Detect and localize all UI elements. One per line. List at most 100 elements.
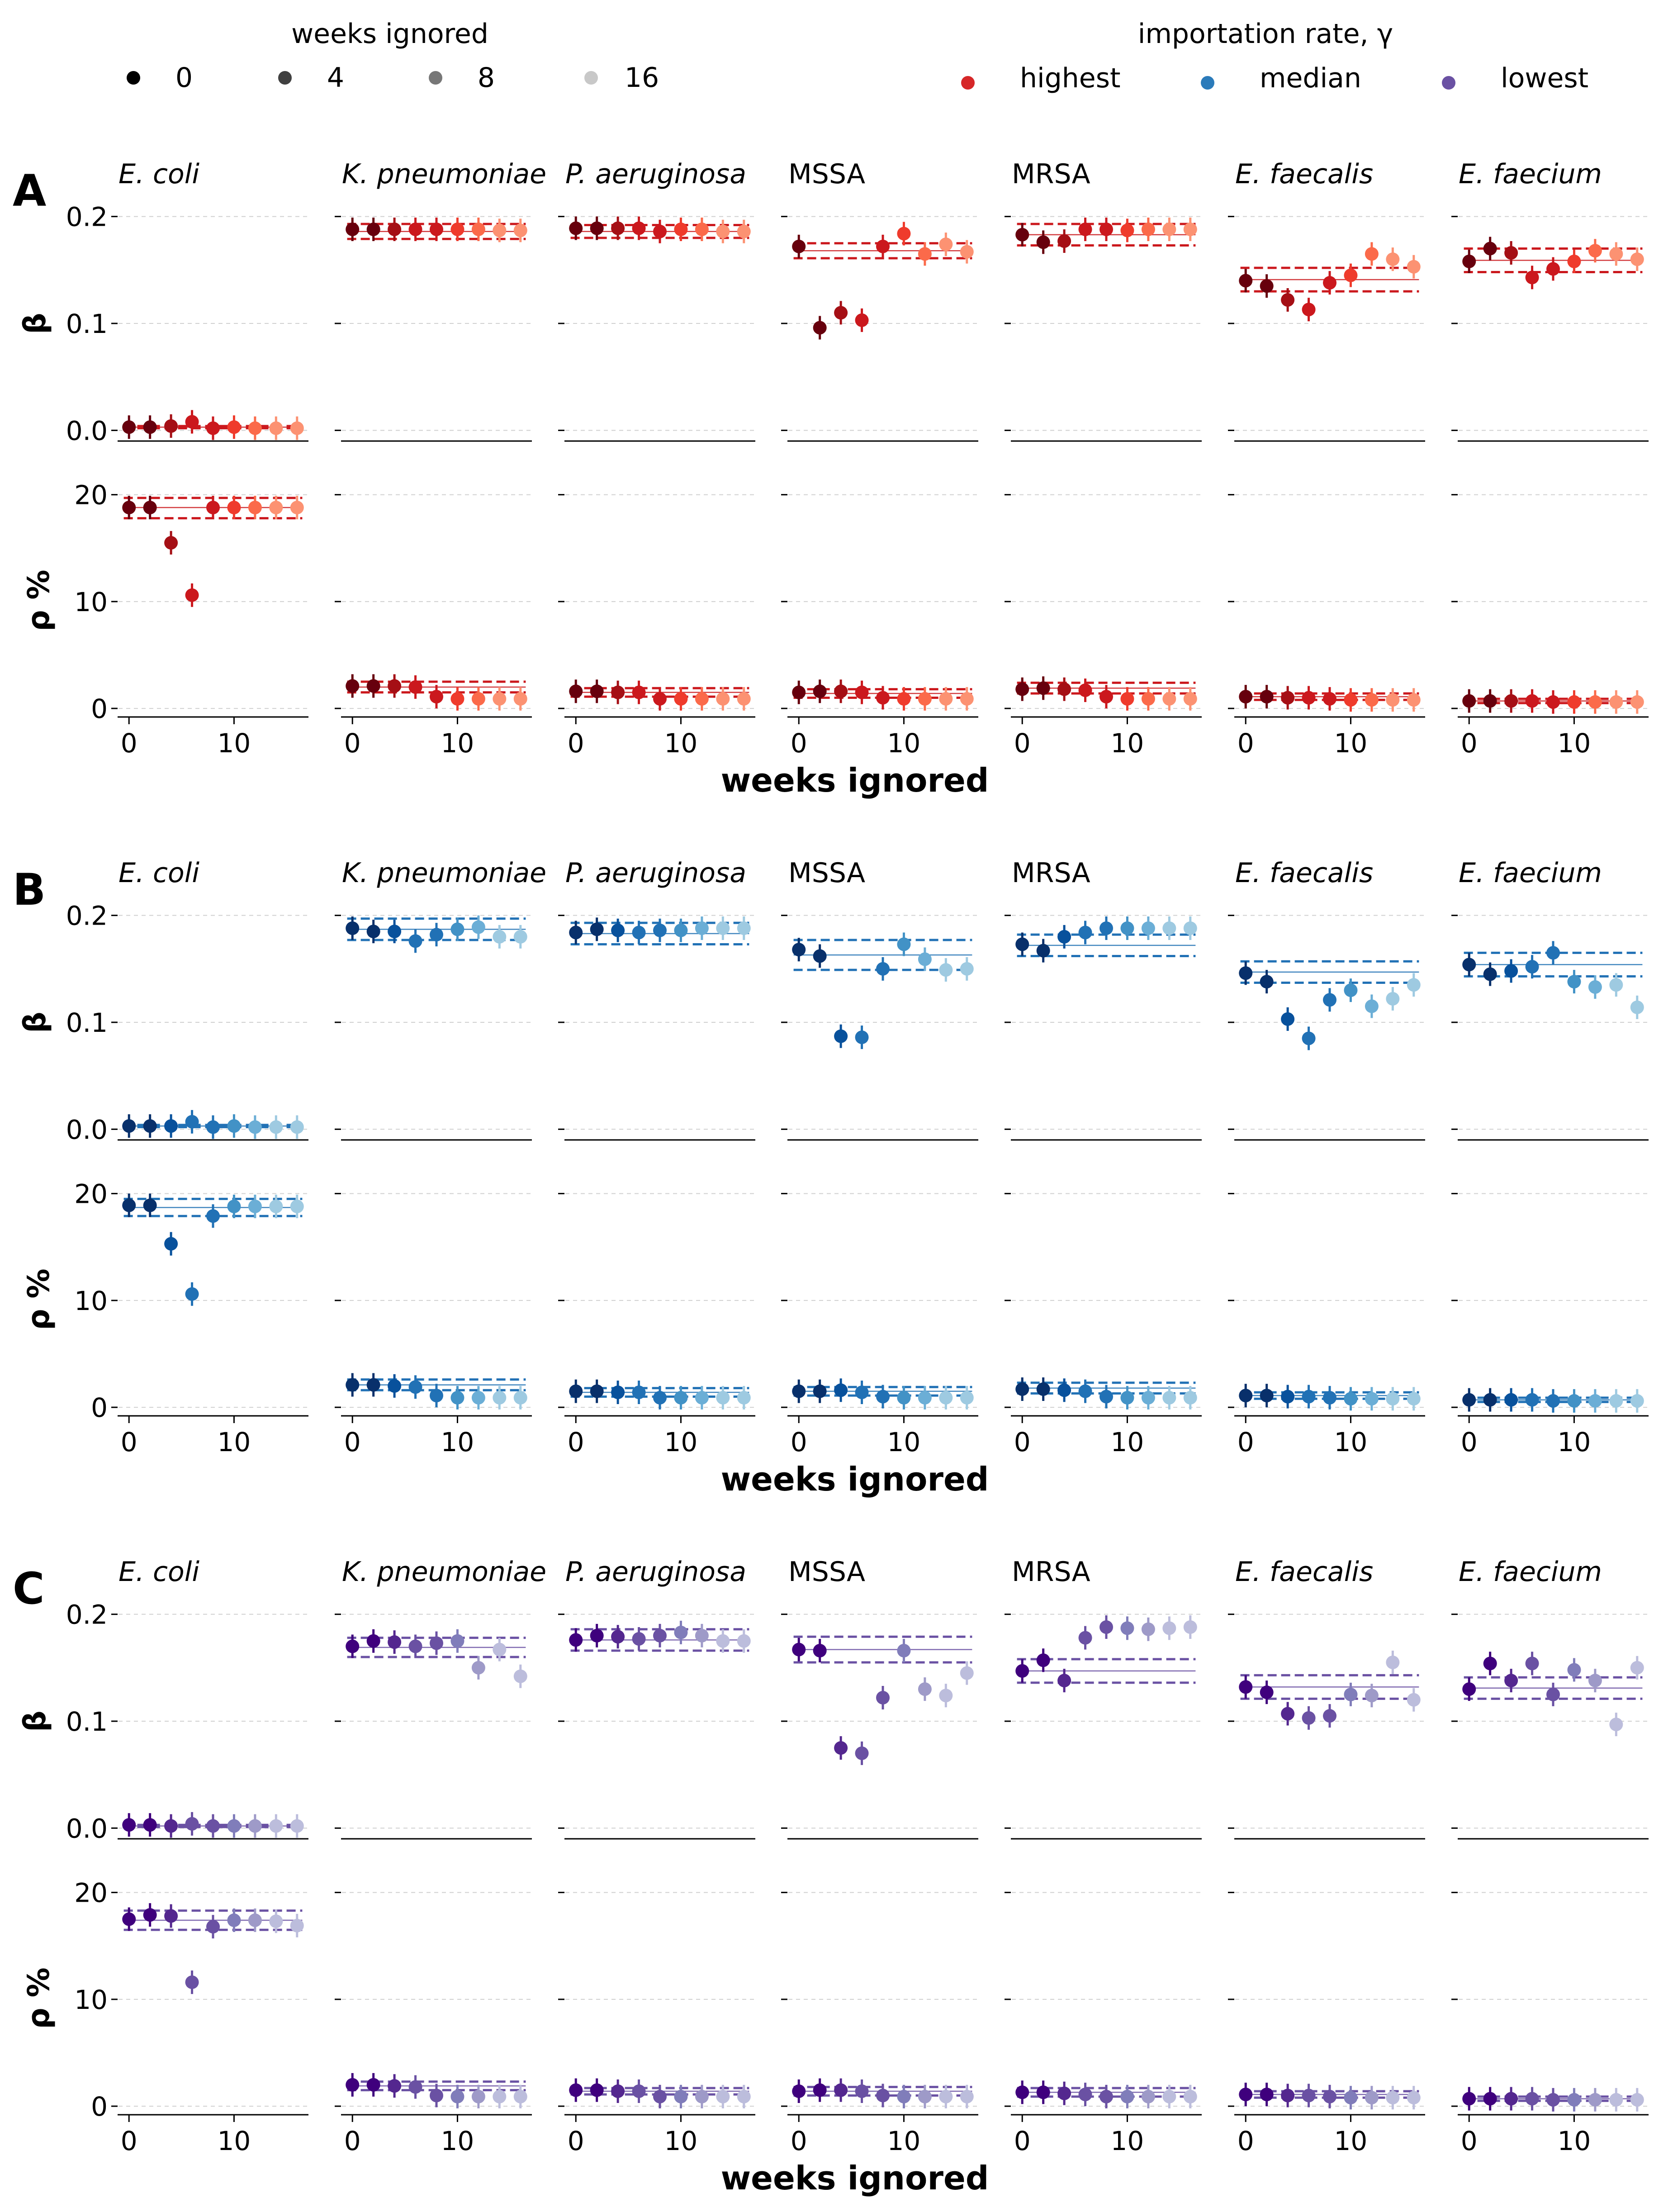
data-point: [1015, 682, 1029, 696]
data-point: [248, 421, 262, 435]
data-point: [1302, 2089, 1316, 2103]
y-tick-label: 0.0: [66, 1114, 108, 1145]
data-point: [164, 1119, 178, 1133]
data-point: [834, 1029, 848, 1043]
data-point: [813, 1384, 827, 1398]
data-point: [1609, 2093, 1623, 2107]
data-point: [674, 692, 688, 706]
data-point: [346, 679, 360, 693]
data-point: [227, 500, 241, 514]
data-point: [366, 2078, 380, 2092]
data-point: [897, 692, 911, 706]
x-tick-label: 10: [1334, 728, 1368, 759]
data-point: [290, 1199, 304, 1213]
y-tick-label: 10: [74, 1286, 108, 1316]
data-point: [1344, 2091, 1358, 2105]
data-point: [248, 1199, 262, 1213]
x-tick-label: 0: [568, 1427, 584, 1457]
data-point: [918, 2089, 932, 2103]
legend-weeks-marker-1: [278, 71, 292, 85]
data-point: [408, 1380, 422, 1394]
data-point: [1365, 693, 1379, 707]
x-tick-label: 10: [441, 1427, 474, 1457]
data-point: [1162, 692, 1176, 706]
data-point: [674, 1391, 688, 1405]
data-point: [1141, 921, 1155, 935]
x-tick-label: 10: [1558, 1427, 1591, 1457]
data-point: [493, 1391, 507, 1405]
data-point: [590, 2083, 604, 2097]
x-tick-label: 0: [1237, 1427, 1254, 1457]
rho-axis-title: ρ %: [21, 570, 56, 631]
data-point: [1260, 975, 1274, 989]
data-point: [430, 1636, 443, 1650]
data-point: [1546, 2093, 1560, 2107]
data-point: [611, 685, 625, 699]
data-point: [290, 500, 304, 514]
data-point: [1525, 2092, 1539, 2106]
data-point: [227, 1119, 241, 1133]
panel-A-beta-0: 0.0 0.1 0.2: [66, 202, 308, 446]
data-point: [1302, 1390, 1316, 1404]
data-point: [716, 2089, 730, 2103]
data-point: [269, 421, 283, 435]
data-point: [1567, 254, 1581, 268]
data-point: [206, 1819, 220, 1833]
data-point: [1462, 2092, 1476, 2106]
y-tick-label: 0.1: [66, 309, 108, 339]
data-point: [471, 1391, 485, 1405]
x-tick-label: 10: [1334, 1427, 1368, 1457]
data-point: [1302, 303, 1316, 317]
panel-B-beta-3: [781, 915, 978, 1141]
data-point: [1365, 1392, 1379, 1406]
organism-title: E. coli: [118, 857, 199, 889]
y-tick-label: 0.1: [66, 1706, 108, 1737]
data-point: [1386, 1392, 1400, 1406]
data-point: [1078, 683, 1092, 697]
panel-B-rho-4: [1005, 1193, 1202, 1417]
x-tick-label: 0: [344, 2126, 361, 2156]
data-point: [1588, 980, 1602, 994]
data-point: [1525, 960, 1539, 974]
panel-C-beta-4: [1005, 1614, 1202, 1840]
data-point: [1260, 690, 1274, 704]
data-point: [716, 921, 730, 935]
data-point: [290, 1120, 304, 1134]
x-tick-label: 10: [887, 1427, 921, 1457]
data-point: [1588, 1674, 1602, 1688]
data-point: [493, 223, 507, 237]
data-point: [450, 692, 464, 706]
data-point: [185, 1975, 199, 1989]
data-point: [695, 1628, 709, 1642]
data-point: [366, 223, 380, 236]
data-point: [164, 1819, 178, 1833]
data-point: [1462, 1393, 1476, 1407]
data-point: [493, 1642, 507, 1657]
legend-importation-label-0: highest: [1020, 62, 1121, 94]
organism-title: P. aeruginosa: [565, 158, 746, 190]
x-tick-label: 10: [1558, 728, 1591, 759]
organism-title: MSSA: [788, 158, 865, 190]
data-point: [1546, 1687, 1560, 1701]
data-point: [513, 1669, 527, 1683]
data-point: [408, 2080, 422, 2094]
data-point: [206, 500, 220, 514]
data-point: [185, 1817, 199, 1831]
organism-title: E. faecium: [1459, 158, 1602, 190]
x-tick-label: 0: [1237, 2126, 1254, 2156]
panel-C-beta-1: [335, 1614, 532, 1840]
data-point: [1239, 690, 1253, 704]
data-point: [695, 921, 709, 935]
panel-A-beta-1: [335, 216, 532, 442]
data-point: [1365, 247, 1379, 261]
data-point: [611, 221, 625, 235]
data-point: [1344, 983, 1358, 997]
data-point: [653, 1628, 667, 1642]
legend-importation-title: importation rate, γ: [1138, 18, 1393, 50]
organism-title: E. faecium: [1459, 857, 1602, 889]
y-tick-label: 20: [74, 480, 108, 511]
data-point: [737, 921, 751, 935]
data-point: [1567, 975, 1581, 989]
data-point: [366, 679, 380, 693]
